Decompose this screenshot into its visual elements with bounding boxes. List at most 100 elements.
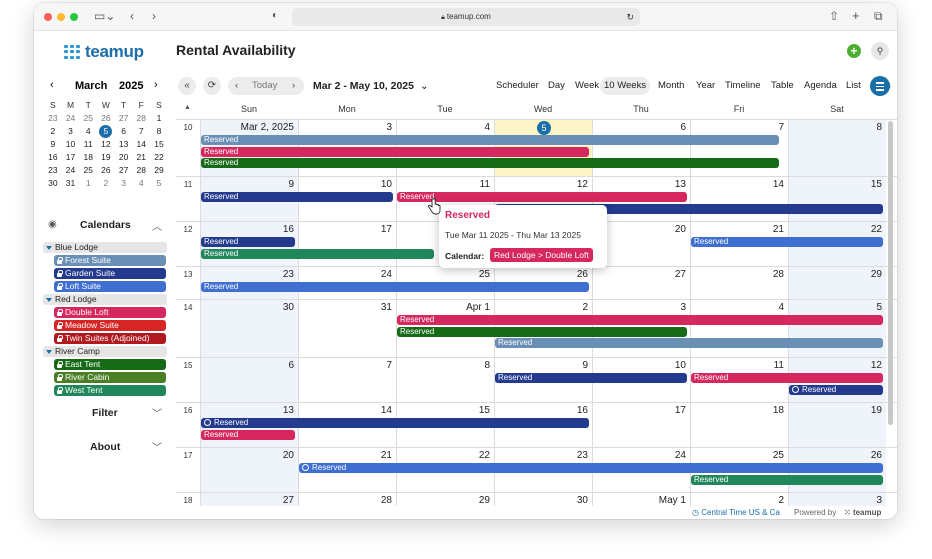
calendar-item-river-cabin[interactable]: River Cabin — [54, 372, 166, 383]
day-cell[interactable]: 27 — [200, 493, 298, 506]
mini-day[interactable]: 16 — [48, 152, 58, 162]
mini-day[interactable]: 24 — [65, 113, 76, 123]
mini-day[interactable]: 2 — [50, 126, 56, 136]
calendar-group-blue-lodge[interactable]: Blue Lodge — [43, 242, 167, 253]
mini-day[interactable]: 5 — [99, 125, 113, 138]
next-period-button[interactable]: › — [292, 80, 296, 91]
tab-overview-icon[interactable]: ⧉ — [874, 9, 883, 23]
day-cell[interactable]: 30 — [494, 493, 592, 506]
day-cell[interactable]: 17 — [298, 222, 396, 267]
mini-day[interactable]: 18 — [83, 152, 93, 162]
day-cell[interactable]: 21 — [298, 448, 396, 493]
event-reserved[interactable]: Reserved — [397, 192, 688, 202]
chevron-down-icon[interactable]: ﹀ — [152, 443, 162, 454]
mini-day[interactable]: 4 — [138, 178, 144, 188]
mini-day[interactable]: 1 — [156, 113, 162, 123]
teamup-logo[interactable]: teamup — [64, 42, 144, 62]
event-reserved[interactable]: Reserved — [201, 418, 590, 428]
day-cell[interactable]: 6 — [200, 358, 298, 403]
view-10-weeks[interactable]: 10 Weeks — [600, 77, 651, 95]
add-event-button[interactable]: + — [847, 44, 861, 58]
share-icon[interactable]: ⇧ — [829, 9, 840, 23]
date-range-selector[interactable]: Mar 2 - May 10, 2025 ⌄ — [313, 77, 429, 95]
mini-day[interactable]: 17 — [65, 152, 76, 162]
event-reserved[interactable]: Reserved — [495, 338, 883, 348]
grid-scrollbar[interactable] — [888, 121, 893, 425]
event-reserved[interactable]: Reserved — [789, 384, 883, 395]
calendars-section-header[interactable]: ◉ Calendars ︿ — [34, 218, 176, 234]
mini-day[interactable]: 28 — [136, 113, 147, 123]
mini-day[interactable]: 27 — [118, 165, 129, 175]
view-month[interactable]: Month — [658, 80, 685, 91]
day-cell[interactable]: 29 — [788, 267, 886, 300]
mini-day[interactable]: 7 — [138, 126, 144, 136]
close-window-button[interactable] — [44, 13, 52, 21]
day-cell[interactable]: 30 — [200, 300, 298, 358]
mini-day[interactable]: 21 — [136, 152, 147, 162]
mini-day[interactable]: 19 — [101, 152, 111, 162]
event-reserved[interactable] — [495, 203, 883, 214]
event-reserved[interactable]: Reserved — [495, 373, 688, 383]
event-reserved[interactable]: Reserved — [299, 463, 883, 473]
shield-icon[interactable]: ◐ — [272, 10, 279, 21]
event-reserved[interactable]: Reserved — [691, 373, 883, 383]
view-week[interactable]: Week — [575, 80, 600, 91]
day-cell[interactable]: 7 — [690, 120, 788, 177]
day-cell[interactable]: 5 — [788, 300, 886, 358]
today-button[interactable]: Today — [252, 80, 278, 91]
event-reserved[interactable]: Reserved — [397, 326, 688, 337]
prev-period-button[interactable]: ‹ — [235, 80, 239, 91]
day-cell[interactable]: 29 — [396, 493, 494, 506]
day-cell[interactable]: 4 — [690, 300, 788, 358]
view-year[interactable]: Year — [696, 80, 716, 91]
footer-brand[interactable]: ⁙ teamup — [844, 506, 881, 519]
event-reserved[interactable]: Reserved — [201, 158, 780, 168]
maximize-window-button[interactable] — [70, 13, 78, 21]
mini-day[interactable]: 31 — [65, 178, 76, 188]
mini-prev-month-icon[interactable]: ‹ — [50, 79, 54, 91]
mini-day[interactable]: 3 — [121, 178, 126, 188]
day-cell[interactable]: 31 — [298, 300, 396, 358]
day-cell[interactable]: 27 — [592, 267, 690, 300]
event-reserved[interactable]: Reserved — [397, 315, 883, 325]
timezone-link[interactable]: ◷ Central Time US & Ca — [692, 506, 780, 519]
day-cell[interactable]: 28 — [298, 493, 396, 506]
mini-day[interactable]: 30 — [48, 178, 58, 188]
day-cell[interactable]: 20 — [200, 448, 298, 493]
mini-day[interactable]: 23 — [48, 113, 58, 123]
mini-day[interactable]: 9 — [50, 139, 56, 149]
event-reserved[interactable]: Reserved — [201, 282, 590, 292]
filter-section-header[interactable]: Filter ﹀ — [34, 407, 176, 423]
day-cell[interactable]: Apr 1 — [396, 300, 494, 358]
calendar-item-meadow-suite[interactable]: Meadow Suite — [54, 320, 166, 331]
mini-day[interactable]: 26 — [101, 113, 111, 123]
mini-day[interactable]: 8 — [156, 126, 162, 136]
mini-month[interactable]: March — [75, 80, 108, 92]
mini-day[interactable]: 29 — [154, 165, 164, 175]
mini-day[interactable]: 3 — [68, 126, 73, 136]
day-cell[interactable]: 17 — [592, 403, 690, 448]
view-day[interactable]: Day — [548, 80, 565, 91]
mini-day[interactable]: 4 — [85, 126, 91, 136]
day-cell[interactable]: 11 — [396, 177, 494, 222]
view-table[interactable]: Table — [771, 80, 794, 91]
view-scheduler[interactable]: Scheduler — [496, 80, 539, 91]
mini-day[interactable]: 25 — [83, 165, 93, 175]
day-cell[interactable]: 11 — [690, 358, 788, 403]
day-cell[interactable]: 9 — [494, 358, 592, 403]
day-cell[interactable]: 14 — [690, 177, 788, 222]
mini-day[interactable]: 26 — [101, 165, 111, 175]
day-cell[interactable]: 8 — [788, 120, 886, 177]
mini-day[interactable]: 15 — [154, 139, 164, 149]
mini-day[interactable]: 5 — [156, 178, 162, 188]
day-cell[interactable]: 7 — [298, 358, 396, 403]
event-reserved[interactable]: Reserved — [201, 146, 590, 157]
day-cell[interactable]: 21 — [690, 222, 788, 267]
reload-icon[interactable]: ↻ — [626, 12, 634, 22]
day-cell[interactable]: 8 — [396, 358, 494, 403]
event-reserved[interactable]: Reserved — [201, 135, 780, 145]
mini-day[interactable]: 13 — [118, 139, 129, 149]
calendar-item-loft-suite[interactable]: Loft Suite — [54, 281, 166, 292]
event-reserved[interactable]: Reserved — [201, 248, 435, 259]
day-cell[interactable]: 6 — [592, 120, 690, 177]
